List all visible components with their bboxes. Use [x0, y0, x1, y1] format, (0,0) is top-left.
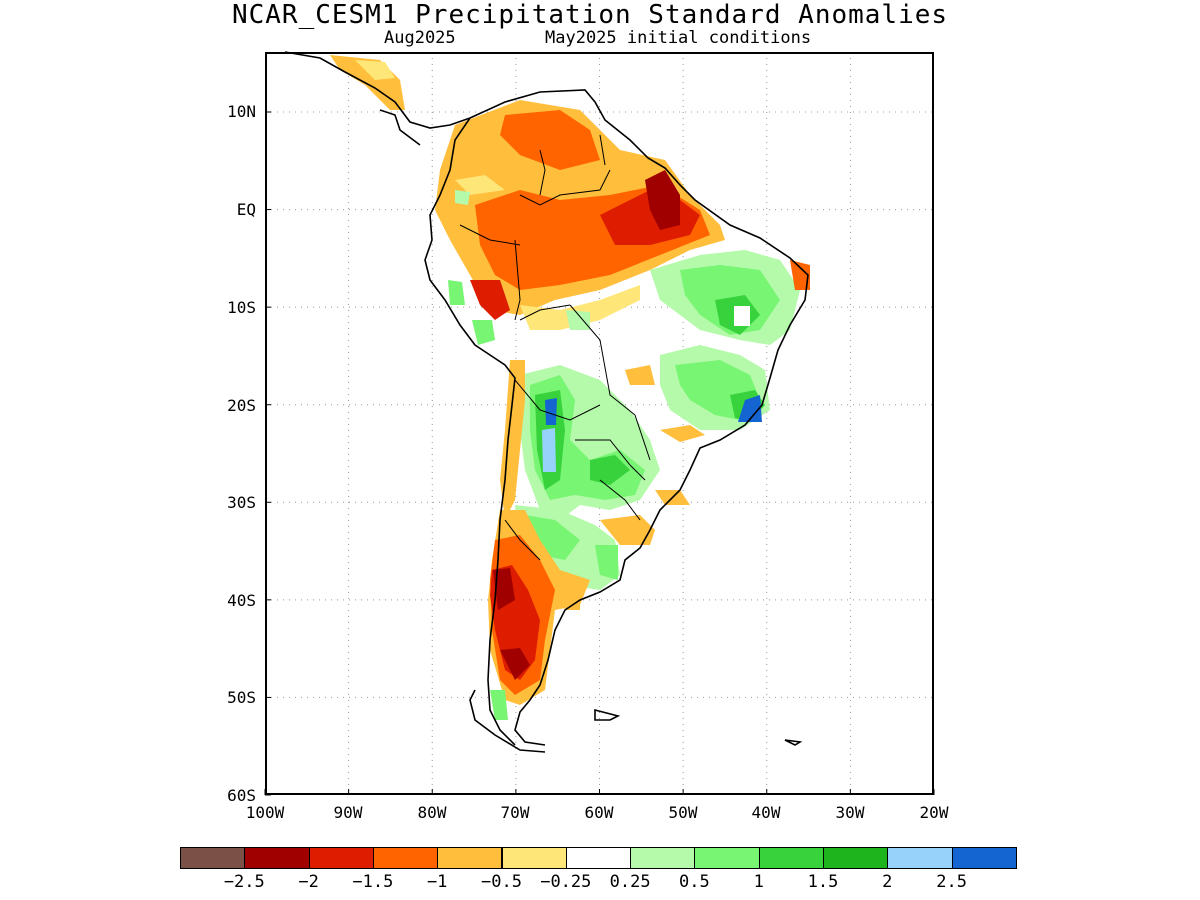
colorbar-label: 1	[753, 872, 764, 892]
colorbar-swatch	[823, 847, 889, 869]
subtitle-date: Aug2025	[384, 28, 456, 48]
lat-label-20s: 20S	[227, 396, 256, 415]
colorbar-swatch	[244, 847, 310, 869]
lat-label-10s: 10S	[227, 298, 256, 317]
colorbar-label: 2	[882, 872, 893, 892]
lat-label-40s: 40S	[227, 591, 256, 610]
colorbar-swatch	[308, 847, 374, 869]
colorbar-swatch	[180, 847, 246, 869]
colorbar-label: −2	[298, 872, 319, 892]
colorbar-label: 2.5	[936, 872, 967, 892]
colorbar-swatch	[630, 847, 696, 869]
colorbar-label: 0.5	[679, 872, 710, 892]
lon-label-70w: 70W	[500, 803, 530, 822]
lat-label-50s: 50S	[227, 688, 256, 707]
lat-label-10n: 10N	[227, 102, 256, 121]
colorbar-swatch	[887, 847, 953, 869]
lon-label-100w: 100W	[245, 803, 285, 822]
subtitle-initial-conditions: May2025 initial conditions	[545, 28, 812, 48]
lon-label-50w: 50W	[668, 803, 698, 822]
country-borders	[459, 134, 651, 561]
lon-label-20w: 20W	[919, 803, 949, 822]
colorbar-swatch	[565, 847, 632, 869]
colorbar-label: −0.5	[481, 872, 522, 892]
colorbar-label: −1.5	[352, 872, 394, 892]
lat-label-60s: 60S	[227, 786, 256, 805]
colorbar-label: 1.5	[807, 872, 839, 892]
lon-label-80w: 80W	[417, 803, 447, 822]
lon-label-30w: 30W	[835, 803, 865, 822]
colorbar-label: 0.25	[609, 872, 651, 892]
lon-label-40w: 40W	[751, 803, 781, 822]
anomaly-field	[330, 55, 810, 720]
lat-label-eq: EQ	[236, 200, 256, 219]
colorbar-label: −2.5	[223, 872, 265, 892]
colorbar-label: −0.25	[540, 872, 592, 892]
colorbar-swatch	[501, 847, 567, 869]
colorbar-swatch	[951, 847, 1017, 869]
colorbar-label: −1	[426, 872, 448, 892]
map-title: NCAR_CESM1 Precipitation Standard Anomal…	[231, 0, 949, 30]
colorbar-swatch	[437, 847, 503, 869]
coastlines	[284, 51, 809, 753]
colorbar-swatch	[694, 847, 760, 869]
lat-label-30s: 30S	[227, 493, 256, 512]
colorbar-swatch	[372, 847, 439, 869]
lon-label-60w: 60W	[584, 803, 614, 822]
lon-label-90w: 90W	[333, 803, 363, 822]
colorbar-swatch	[758, 847, 824, 869]
